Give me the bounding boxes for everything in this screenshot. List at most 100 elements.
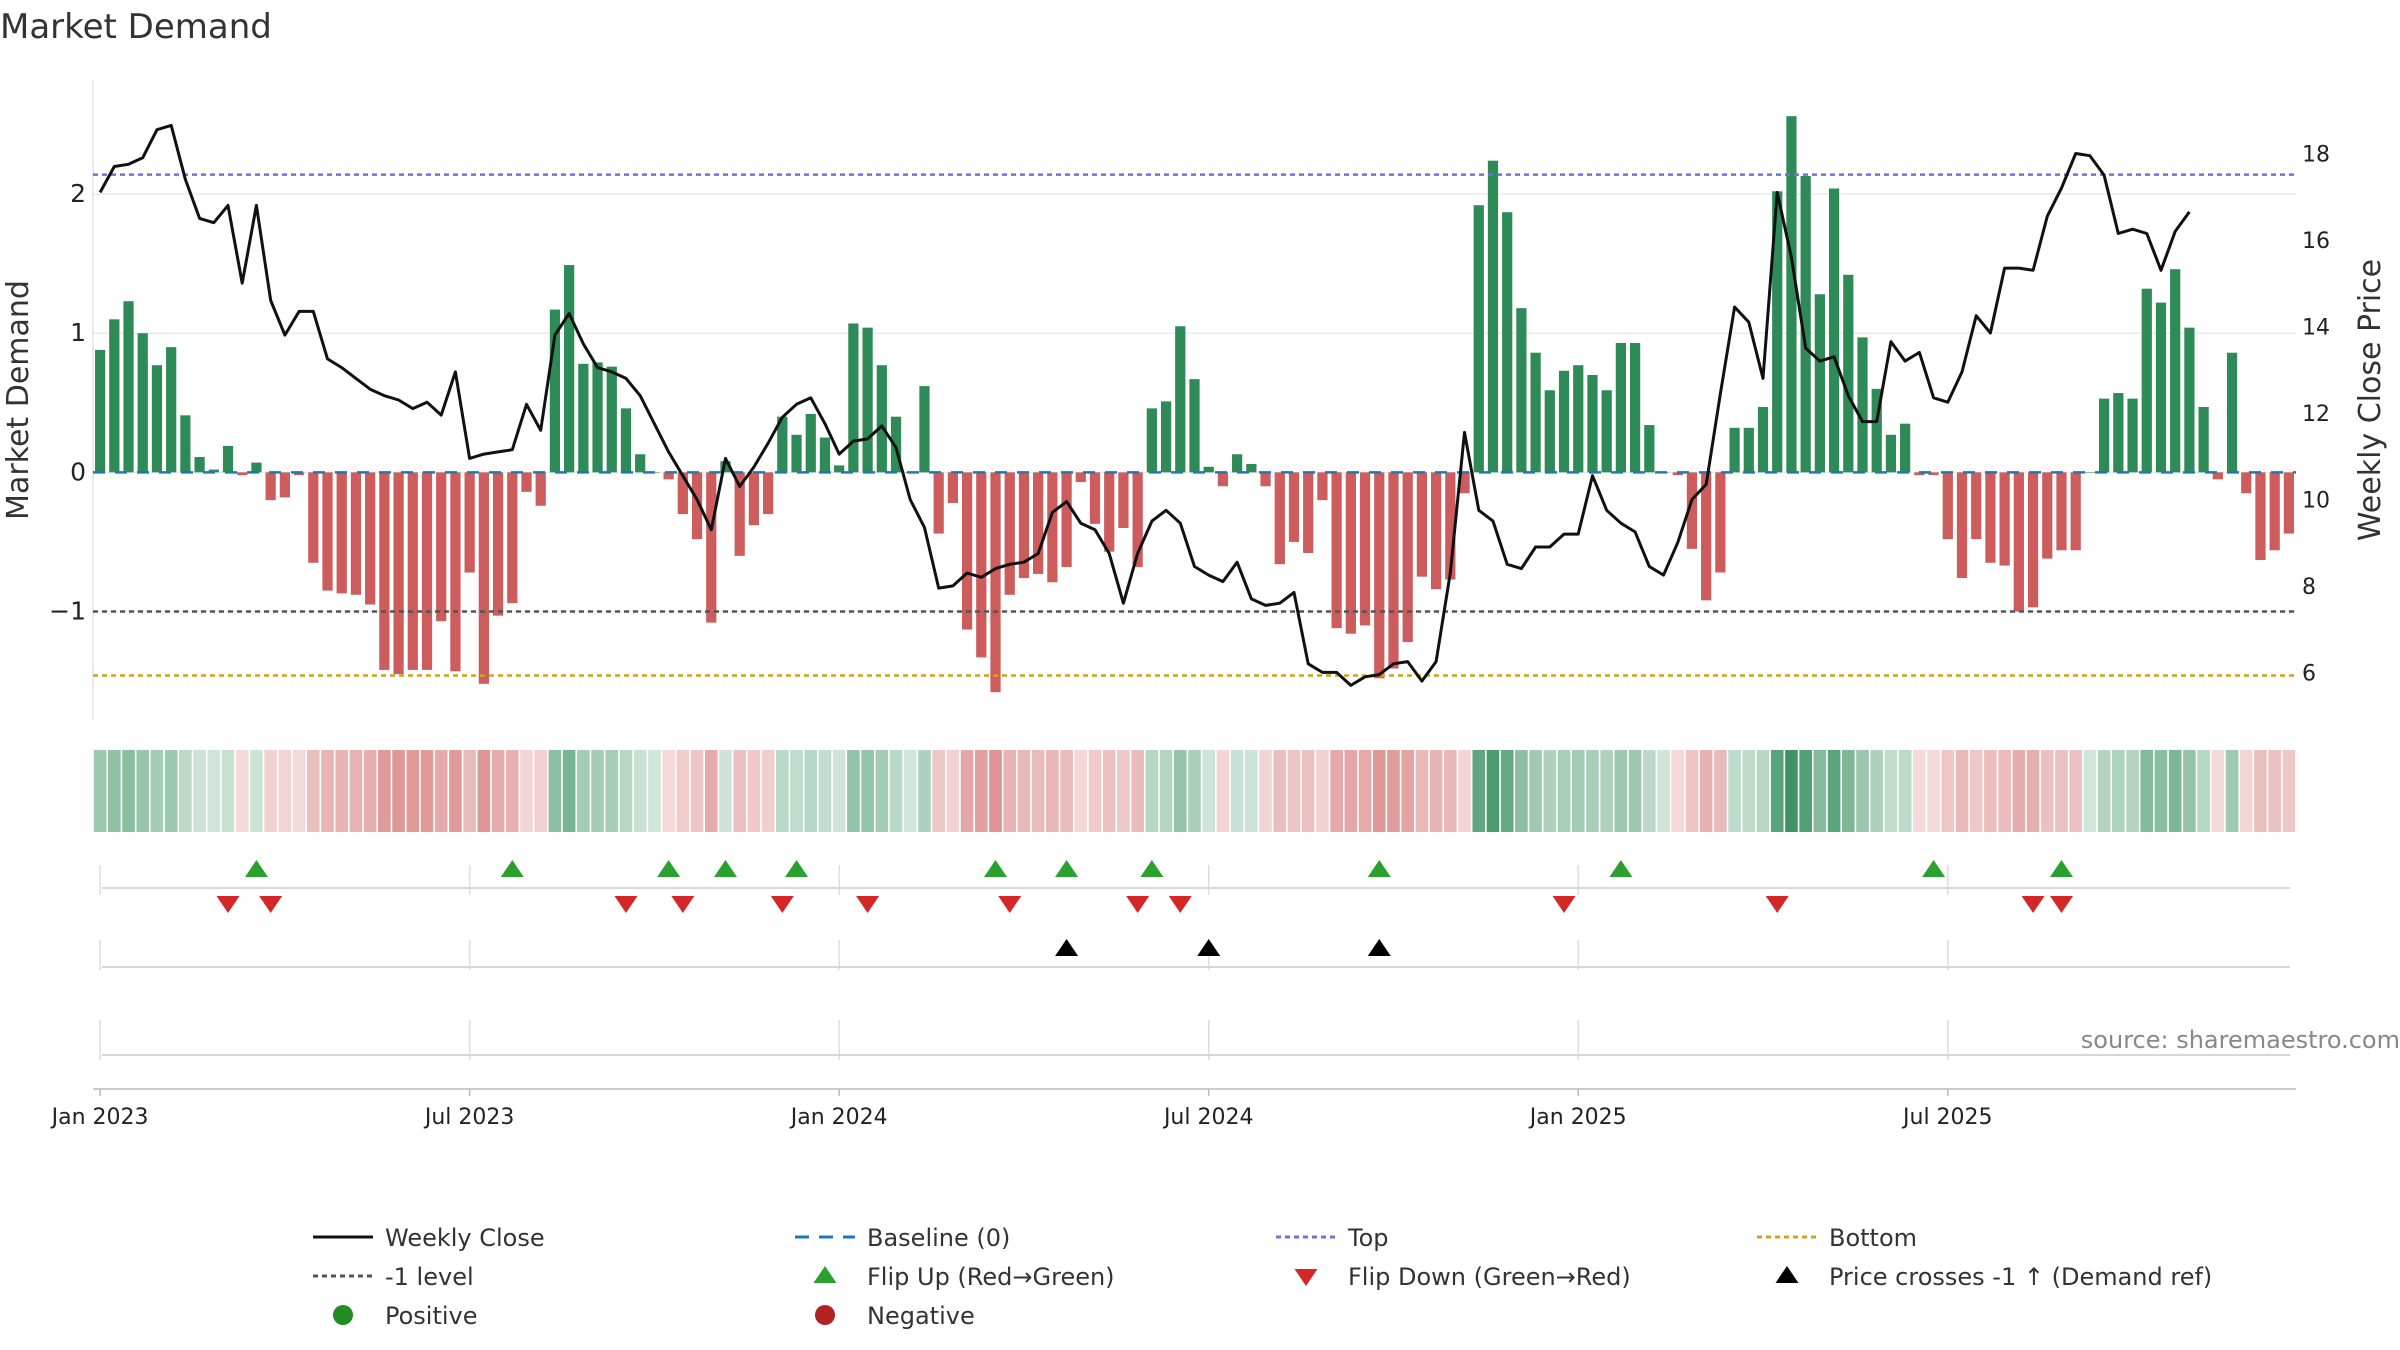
heat-cell <box>1685 750 1699 832</box>
heat-cell <box>1245 750 1258 832</box>
demand-bar <box>1374 472 1385 679</box>
heat-cell <box>1870 750 1884 832</box>
heat-cell <box>975 750 988 832</box>
heat-cell <box>861 750 874 832</box>
demand-bar <box>1033 472 1044 574</box>
demand-bar <box>1388 472 1399 669</box>
demand-bar <box>94 349 106 473</box>
demand-bar <box>1786 116 1797 473</box>
demand-bar <box>2042 472 2053 559</box>
demand-bar <box>564 265 575 473</box>
demand-bar <box>777 416 788 473</box>
demand-bar <box>464 472 475 573</box>
heat-cell <box>2211 750 2225 832</box>
legend-flip-up-swatch <box>813 1266 837 1283</box>
demand-bar <box>137 333 148 473</box>
heat-cell <box>1785 750 1798 832</box>
heat-cell <box>1614 750 1628 832</box>
heat-cell <box>250 750 263 832</box>
demand-bar <box>1317 472 1328 501</box>
demand-bar <box>180 415 191 473</box>
heat-cell <box>1131 750 1144 832</box>
demand-bar <box>251 462 262 473</box>
demand-bar <box>1914 472 1925 476</box>
heat-cell <box>2040 750 2054 832</box>
legend-label-baseline: Baseline (0) <box>867 1224 1010 1252</box>
heat-cell <box>1017 750 1031 832</box>
heat-cell <box>2126 750 2139 832</box>
heat-cell <box>1657 750 1670 832</box>
flip-up-marker <box>1055 860 1079 877</box>
demand-bar <box>1871 388 1882 473</box>
demand-bar <box>478 472 489 684</box>
heat-cell <box>918 750 931 832</box>
legend-positive-swatch <box>333 1305 353 1325</box>
heat-cell <box>832 750 846 832</box>
demand-bar <box>549 309 561 473</box>
demand-bar <box>1345 472 1356 634</box>
heat-cell <box>2225 750 2239 832</box>
demand-bar <box>691 472 703 540</box>
demand-bar <box>1956 472 1968 579</box>
heat-cell <box>1515 750 1528 832</box>
heat-cell <box>1699 750 1713 832</box>
heat-cell <box>434 750 448 832</box>
flip-down-marker <box>614 896 638 913</box>
demand-bar <box>492 472 504 616</box>
heat-cell <box>1145 750 1159 832</box>
heat-cell <box>577 750 590 832</box>
flip-down-marker <box>1168 896 1192 913</box>
heat-cell <box>264 750 277 832</box>
heat-cell <box>1799 750 1812 832</box>
heat-cell <box>335 750 349 832</box>
flip-up-marker <box>244 860 268 877</box>
demand-bar <box>2084 472 2096 473</box>
demand-bar <box>1544 390 1555 473</box>
demand-bar <box>421 472 433 670</box>
heat-cell <box>392 750 405 832</box>
heat-cell <box>1856 750 1869 832</box>
flip-down-marker <box>856 896 880 913</box>
legend-label-bottom: Bottom <box>1829 1224 1917 1252</box>
heat-cell <box>2254 750 2267 832</box>
heat-cell <box>676 750 690 832</box>
heat-cell <box>1586 750 1599 832</box>
heat-cell <box>2097 750 2111 832</box>
heat-cell <box>1813 750 1827 832</box>
price-cross-marker <box>1367 939 1391 956</box>
demand-bar <box>1104 472 1115 552</box>
chart-title: Market Demand <box>0 7 272 47</box>
flip-down-marker <box>671 896 695 913</box>
heat-cell <box>1429 750 1443 832</box>
demand-bar <box>1843 274 1854 473</box>
price-cross-marker <box>1055 939 1079 956</box>
flip-up-marker <box>657 860 681 877</box>
demand-bar <box>2013 472 2024 612</box>
heat-cell <box>946 750 960 832</box>
heat-cell <box>1529 750 1542 832</box>
heat-cell <box>1941 750 1955 832</box>
heat-cell <box>1671 750 1685 832</box>
demand-bar <box>1431 472 1442 590</box>
heat-cell <box>2112 750 2125 832</box>
x-tick-label-2: Jan 2024 <box>789 1105 888 1130</box>
demand-bar <box>1331 472 1342 629</box>
demand-bar <box>1900 423 1911 473</box>
legend-flip-down-swatch <box>1294 1269 1318 1286</box>
demand-bar <box>1814 294 1825 473</box>
demand-bar <box>1800 176 1811 473</box>
right-tick-label-3: 12 <box>2302 402 2330 427</box>
right-tick-label-4: 10 <box>2302 488 2330 513</box>
demand-bar <box>1132 472 1143 567</box>
demand-bar <box>194 457 205 473</box>
heat-cell <box>108 750 121 832</box>
heat-cell <box>1344 750 1358 832</box>
legend-label-cross: Price crosses -1 ↑ (Demand ref) <box>1829 1263 2212 1291</box>
level-lines <box>93 173 2296 677</box>
demand-bar <box>393 472 404 675</box>
heat-cell <box>1287 750 1301 832</box>
heat-cell <box>1486 750 1500 832</box>
demand-bar <box>976 472 987 658</box>
heat-cell <box>1415 750 1429 832</box>
